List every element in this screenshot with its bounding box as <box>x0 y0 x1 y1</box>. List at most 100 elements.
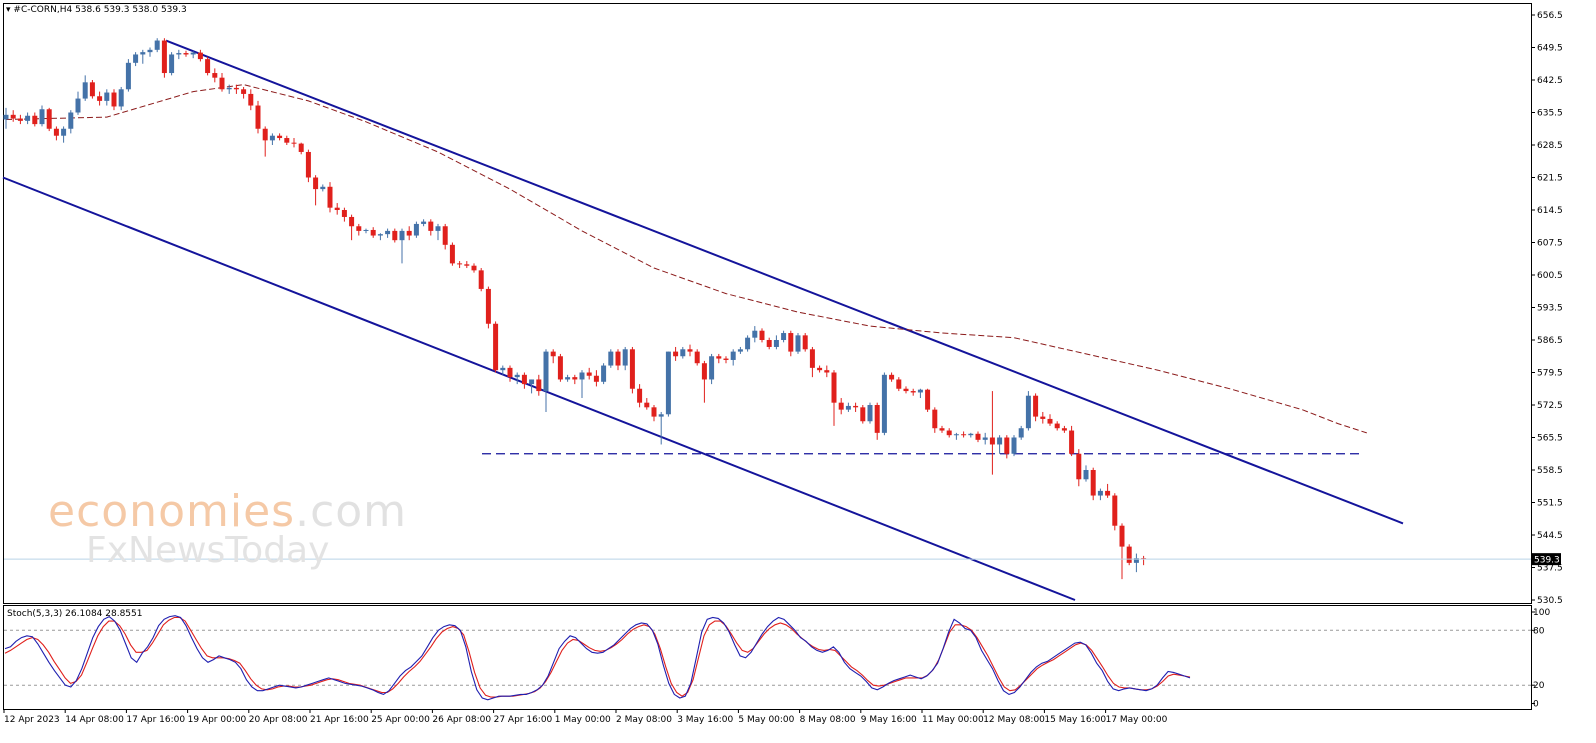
candle-body <box>550 351 556 357</box>
candle <box>1033 393 1039 422</box>
candle-body <box>478 270 484 289</box>
candle-body <box>32 115 38 125</box>
candle <box>961 431 967 438</box>
candle <box>75 91 81 115</box>
candle-body <box>68 112 74 129</box>
candle <box>874 402 880 440</box>
candle <box>248 89 254 111</box>
candle <box>255 100 261 134</box>
time-tick-label: 19 Apr 00:00 <box>188 715 247 725</box>
candle <box>190 51 196 59</box>
candle <box>493 321 499 373</box>
candle <box>471 263 477 273</box>
candle-body <box>737 349 743 352</box>
candle-body <box>140 52 146 55</box>
candle <box>975 431 981 443</box>
candle <box>1047 414 1053 426</box>
candle-body <box>644 402 650 408</box>
candle <box>521 372 527 389</box>
candle-body <box>529 379 535 385</box>
candle-body <box>385 230 391 235</box>
stoch-panel <box>3 605 1532 710</box>
candle-body <box>212 73 218 78</box>
time-tick-label: 17 May 00:00 <box>1106 715 1168 725</box>
candle-body <box>1105 490 1111 496</box>
stoch-tick-label: 80 <box>1533 626 1545 636</box>
candle-body <box>190 52 196 55</box>
time-tick-label: 20 Apr 08:00 <box>249 715 308 725</box>
price-tick-label: 544.5 <box>1537 531 1563 541</box>
price-tick-label: 635.5 <box>1537 109 1563 119</box>
candle-body <box>349 216 355 227</box>
candle-body <box>694 351 700 364</box>
watermark-economies: economies.com <box>48 486 407 537</box>
candle-body <box>860 407 866 422</box>
candle <box>745 335 751 352</box>
chart-header: ▾ #C-CORN,H4 538.6 539.3 538.0 539.3 <box>6 5 187 15</box>
candle <box>169 52 175 76</box>
time-tick-label: 26 Apr 08:00 <box>432 715 491 725</box>
candle-body <box>197 52 203 60</box>
time-tick-label: 9 May 16:00 <box>861 715 917 725</box>
candle <box>154 38 160 53</box>
price-tick-label: 628.5 <box>1537 141 1563 151</box>
candle-body <box>262 128 268 141</box>
candle-body <box>3 114 9 120</box>
candle <box>485 286 491 329</box>
candle-body <box>608 351 614 366</box>
candle <box>176 49 182 60</box>
candle-body <box>845 405 851 410</box>
candle <box>651 405 657 422</box>
candle <box>601 363 607 385</box>
current-price-label: 539.3 <box>1534 556 1560 566</box>
candle <box>421 219 427 227</box>
stoch-main-line <box>4 615 1191 701</box>
candle <box>586 367 592 380</box>
candle <box>946 428 952 438</box>
time-tick-label: 15 May 16:00 <box>1044 715 1106 725</box>
time-tick-label: 8 May 08:00 <box>800 715 856 725</box>
candle <box>377 233 383 241</box>
candle-body <box>39 109 45 125</box>
candle-body <box>1119 525 1125 547</box>
candle-body <box>471 265 477 271</box>
candle <box>140 49 146 64</box>
candle-body <box>305 151 311 178</box>
candle-body <box>298 143 304 152</box>
candle-body <box>327 186 333 208</box>
candle <box>212 68 218 83</box>
candle <box>917 388 923 399</box>
candle-body <box>370 229 376 236</box>
candle-body <box>896 379 902 389</box>
candle <box>205 56 211 76</box>
candle <box>464 261 470 269</box>
candle-body <box>759 330 765 340</box>
price-tick-label: 572.5 <box>1537 401 1563 411</box>
moving-average-line <box>5 84 1367 434</box>
candle <box>953 432 959 440</box>
candle-body <box>968 433 974 436</box>
candle <box>867 402 873 424</box>
candle-body <box>428 221 434 231</box>
candle <box>889 372 895 382</box>
candle-body <box>169 54 175 74</box>
stoch-axis: 100 80 20 0 <box>1531 608 1550 710</box>
candle <box>1004 435 1010 459</box>
candle-body <box>507 367 513 378</box>
candle-body <box>1097 490 1103 496</box>
candle-body <box>723 358 729 360</box>
candle <box>406 226 412 241</box>
candle-body <box>687 349 693 352</box>
price-tick-label: 600.5 <box>1537 271 1563 281</box>
candle-body <box>989 437 995 445</box>
time-axis: 12 Apr 2023 14 Apr 08:00 17 Apr 16:00 19 Ap… <box>3 709 1168 725</box>
candle-body <box>1018 428 1024 438</box>
candle <box>608 349 614 368</box>
candle <box>1119 523 1125 580</box>
candle <box>550 349 556 364</box>
candle-body <box>406 230 412 236</box>
candle <box>572 374 578 385</box>
candle-body <box>1011 437 1017 454</box>
candle <box>111 89 117 111</box>
candle <box>125 59 131 92</box>
